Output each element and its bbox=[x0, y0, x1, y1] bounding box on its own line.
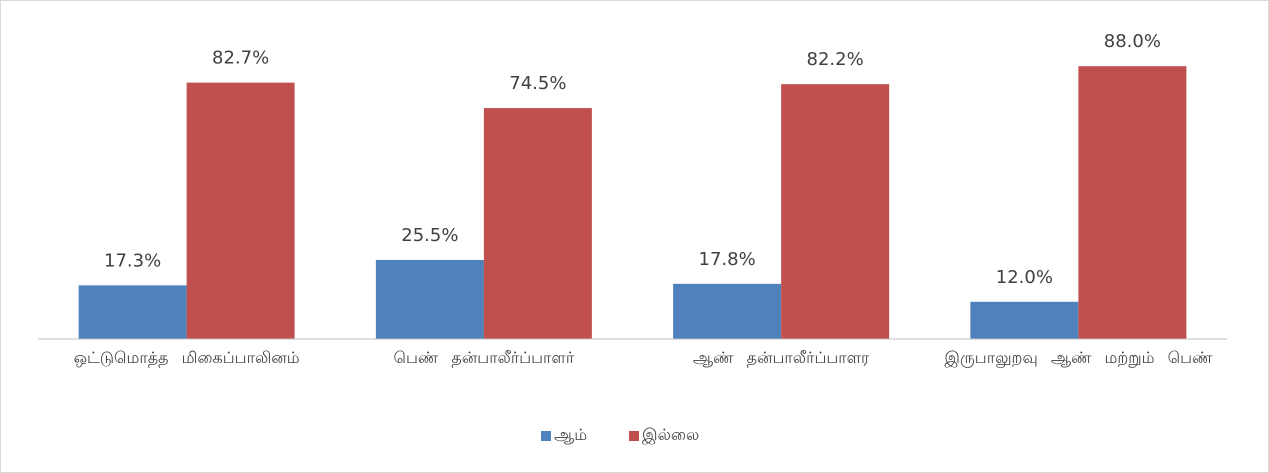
legend-swatch bbox=[541, 430, 551, 441]
legend-label: ஆம் bbox=[554, 425, 588, 444]
x-tick-label: ஆண் தன்பாலீர்ப்பாளர bbox=[692, 348, 870, 367]
bar bbox=[673, 283, 782, 339]
bar bbox=[483, 108, 592, 339]
bar bbox=[781, 84, 890, 340]
x-tick-label: இருபாலுறவு ஆண் மற்றும் பெண் bbox=[944, 348, 1213, 367]
data-label: 12.0% bbox=[996, 267, 1053, 288]
data-label: 82.7% bbox=[212, 48, 269, 69]
bar bbox=[970, 301, 1079, 339]
bar bbox=[1078, 66, 1187, 339]
bar bbox=[186, 82, 295, 339]
x-tick-label: பெண் தன்பாலீர்ப்பாளர் bbox=[393, 348, 575, 367]
bar bbox=[78, 285, 187, 339]
legend-item: ஆம் bbox=[541, 425, 587, 446]
legend-swatch bbox=[629, 430, 639, 441]
legend-item: இல்லை bbox=[629, 425, 699, 446]
data-label: 17.3% bbox=[104, 250, 161, 271]
data-label: 25.5% bbox=[401, 225, 458, 246]
bar bbox=[375, 259, 484, 339]
data-label: 17.8% bbox=[699, 249, 756, 270]
data-label: 82.2% bbox=[807, 49, 864, 70]
data-label: 74.5% bbox=[509, 73, 566, 94]
legend-label: இல்லை bbox=[642, 425, 700, 444]
x-tick-label: ஒட்டுமொத்த மிகைப்பாலினம் bbox=[73, 348, 300, 367]
data-label: 88.0% bbox=[1104, 31, 1161, 52]
